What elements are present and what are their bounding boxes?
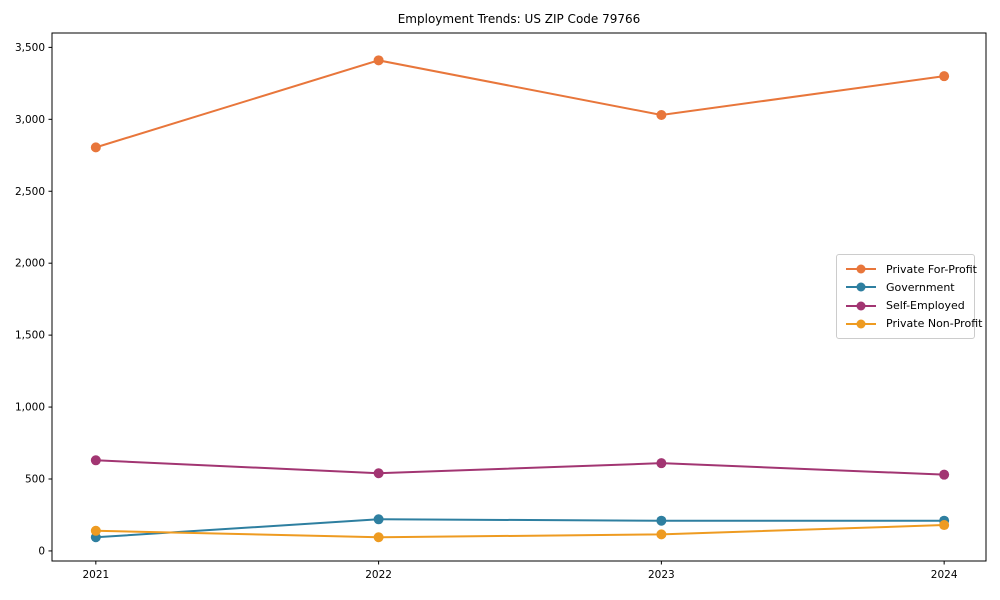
legend-marker-line-dot-icon [846, 264, 876, 274]
series-line-self-employed [94, 459, 946, 476]
data-point-government [656, 515, 667, 526]
y-tick-label: 2,500 [15, 186, 45, 198]
series-line-private-for-profit [94, 59, 946, 149]
chart-legend: Private For-Profit Government Self-Emplo… [836, 254, 982, 339]
data-point-self-employed [939, 469, 950, 480]
data-point-self-employed [656, 458, 667, 469]
legend-label: Government [886, 280, 955, 294]
data-point-government [373, 514, 384, 525]
y-tick-label: 500 [25, 473, 45, 485]
x-tick-label: 2024 [931, 569, 958, 581]
legend-marker-line-dot-icon [846, 282, 876, 292]
legend-item-private-non-profit: Private Non-Profit [844, 316, 982, 332]
legend-item-self-employed: Self-Employed [844, 298, 967, 314]
legend-label: Self-Employed [886, 299, 965, 313]
data-point-self-employed [90, 455, 101, 466]
legend-item-government: Government [844, 279, 967, 295]
data-point-private-non-profit [90, 525, 101, 536]
data-point-private-for-profit [939, 71, 950, 82]
legend-label: Private For-Profit [886, 262, 977, 276]
x-tick-label: 2023 [648, 569, 675, 581]
legend-label: Private Non-Profit [886, 317, 983, 331]
data-point-private-for-profit [656, 110, 667, 121]
y-tick-label: 3,000 [15, 114, 45, 126]
series-line-private-non-profit [94, 524, 946, 539]
series-line-government [94, 518, 946, 539]
chart-title: Employment Trends: US ZIP Code 79766 [397, 12, 641, 26]
x-tick-label: 2022 [365, 569, 392, 581]
data-point-self-employed [373, 468, 384, 479]
data-point-private-non-profit [939, 520, 950, 531]
plot-frame [51, 32, 987, 562]
data-point-private-for-profit [373, 55, 384, 66]
data-point-private-non-profit [373, 532, 384, 543]
legend-marker-line-dot-icon [846, 301, 876, 311]
x-tick-label: 2021 [82, 569, 109, 581]
y-tick-label: 2,000 [15, 258, 45, 270]
data-point-private-non-profit [656, 529, 667, 540]
y-tick-label: 3,500 [15, 42, 45, 54]
y-tick-label: 1,500 [15, 330, 45, 342]
data-point-private-for-profit [90, 142, 101, 153]
legend-marker-line-dot-icon [846, 319, 876, 329]
legend-item-private-for-profit: Private For-Profit [844, 261, 977, 277]
y-tick-label: 1,000 [15, 402, 45, 414]
y-tick-label: 0 [38, 545, 45, 557]
